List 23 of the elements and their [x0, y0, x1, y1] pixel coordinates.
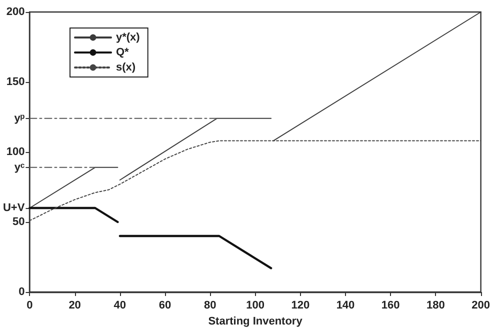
y-tick-label: U+V — [2, 202, 26, 214]
legend-label: s(x) — [116, 62, 136, 74]
x-tick-label: 160 — [381, 300, 400, 312]
y-tick-label: 200 — [6, 6, 25, 18]
x-axis-title: Starting Inventory — [208, 316, 304, 328]
y-tick-label: 150 — [6, 76, 25, 88]
x-tick-label: 140 — [336, 300, 355, 312]
y-tick-label: 100 — [6, 146, 25, 158]
x-tick-label: 0 — [26, 300, 33, 312]
legend-label: Q* — [116, 46, 130, 58]
legend-label: y*(x) — [116, 32, 140, 44]
x-tick-label: 200 — [472, 300, 490, 312]
y-tick-label: 0 — [18, 286, 25, 298]
x-tick-label: 20 — [68, 300, 81, 312]
y-tick-label: 50 — [12, 216, 25, 228]
x-tick-label: 60 — [158, 300, 172, 312]
y-tick-label: yᵖ — [14, 112, 26, 124]
y-tick-label: yᶜ — [14, 161, 25, 174]
x-tick-label: 80 — [204, 300, 216, 312]
x-tick-label: 180 — [426, 300, 445, 312]
x-tick-label: 100 — [246, 300, 264, 312]
x-tick-label: 120 — [291, 300, 310, 312]
x-tick-label: 40 — [114, 300, 126, 312]
